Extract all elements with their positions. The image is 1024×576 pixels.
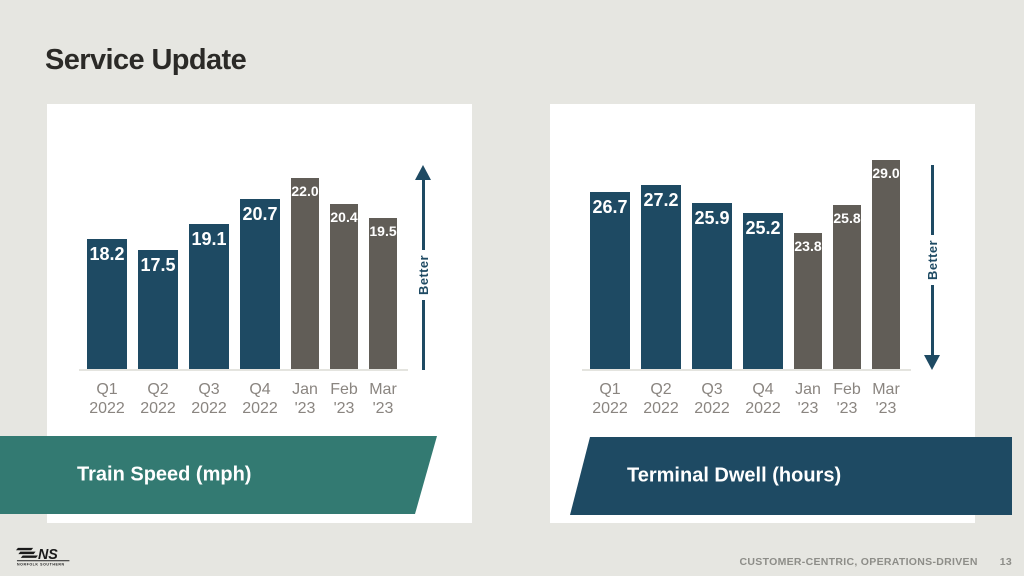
x-axis-label-line: Q3 [701, 381, 723, 398]
bar-jan-23: 23.8 [794, 233, 822, 370]
bar-q1-2022: 26.7 [590, 192, 630, 370]
x-axis-label-line: 2022 [191, 400, 227, 417]
bar-value-label: 27.2 [643, 190, 679, 210]
x-axis-label: Mar '23 [872, 380, 900, 418]
bar-value-label: 18.2 [89, 244, 125, 264]
bar-jan-23: 22.0 [291, 178, 319, 370]
logo-subtext: NORFOLK SOUTHERN [17, 563, 65, 567]
x-axis-label-line: Q3 [198, 381, 220, 398]
arrow-down-icon [924, 355, 940, 370]
bar-value-label: 20.4 [330, 209, 358, 225]
arrow-line [930, 165, 934, 236]
bar-q2-2022: 27.2 [641, 185, 681, 370]
bar-value-label: 20.7 [242, 204, 278, 224]
x-axis-label-line: '23 [372, 400, 394, 417]
bar-q4-2022: 20.7 [240, 199, 280, 370]
x-axis-labels: Q1 2022 Q2 2022 Q3 2022 Q4 2022 Jan '23 Feb '23 Mar '… [87, 380, 397, 418]
bar-value-label: 25.9 [694, 208, 730, 228]
x-axis-baseline [582, 369, 911, 371]
ns-logo-icon: NS NORFOLK SOUTHERN [16, 547, 70, 567]
x-axis-label: Jan '23 [291, 380, 319, 418]
x-axis-label-line: Jan [292, 381, 318, 398]
x-axis-label-line: '23 [294, 400, 316, 417]
train-speed-bars: 18.2 17.5 19.1 20.7 22.0 20.4 19.5 [87, 178, 397, 370]
x-axis-label-line: '23 [836, 400, 858, 417]
x-axis-label-line: Feb [330, 381, 358, 398]
x-axis-label-line: '23 [333, 400, 355, 417]
x-axis-label-line: Q2 [650, 381, 672, 398]
x-axis-label-line: Mar [872, 381, 900, 398]
bar-feb-23: 25.8 [833, 205, 861, 370]
x-axis-label: Q1 2022 [590, 380, 630, 418]
x-axis-label: Q1 2022 [87, 380, 127, 418]
x-axis-label-line: Mar [369, 381, 397, 398]
bar-feb-23: 20.4 [330, 204, 358, 370]
footer-tagline: CUSTOMER-CENTRIC, OPERATIONS-DRIVEN [739, 556, 978, 568]
x-axis-label: Q2 2022 [641, 380, 681, 418]
bar-value-label: 26.7 [592, 197, 628, 217]
x-axis-label-line: 2022 [694, 400, 730, 417]
x-axis-label-line: '23 [797, 400, 819, 417]
x-axis-label: Q4 2022 [743, 380, 783, 418]
x-axis-label-line: 2022 [242, 400, 278, 417]
x-axis-label-line: 2022 [140, 400, 176, 417]
better-arrow-down: Better [923, 165, 941, 370]
x-axis-labels: Q1 2022 Q2 2022 Q3 2022 Q4 2022 Jan '23 Feb '23 Mar '… [590, 380, 900, 418]
terminal-dwell-bars: 26.7 27.2 25.9 25.2 23.8 25.8 29.0 [590, 160, 900, 370]
x-axis-label: Q2 2022 [138, 380, 178, 418]
arrow-line [421, 180, 425, 251]
bar-value-label: 23.8 [794, 238, 822, 254]
better-arrow-up: Better [414, 165, 432, 370]
better-label: Better [924, 240, 940, 280]
x-axis-label-line: 2022 [745, 400, 781, 417]
footer: CUSTOMER-CENTRIC, OPERATIONS-DRIVEN 13 [740, 556, 1012, 568]
arrow-up-icon [415, 165, 431, 180]
x-axis-label-line: Q4 [752, 381, 774, 398]
bar-value-label: 25.8 [833, 210, 861, 226]
bar-value-label: 29.0 [872, 165, 900, 181]
page-title: Service Update [45, 44, 247, 76]
bar-q1-2022: 18.2 [87, 239, 127, 370]
train-speed-banner: Train Speed (mph) [0, 436, 437, 514]
bar-value-label: 19.5 [369, 223, 397, 239]
bar-value-label: 25.2 [745, 218, 781, 238]
x-axis-label: Mar '23 [369, 380, 397, 418]
x-axis-label: Q3 2022 [189, 380, 229, 418]
x-axis-label: Q3 2022 [692, 380, 732, 418]
bar-value-label: 22.0 [291, 183, 319, 199]
arrow-line [930, 284, 934, 355]
better-label: Better [415, 255, 431, 295]
x-axis-label-line: 2022 [89, 400, 125, 417]
bar-mar-23: 19.5 [369, 218, 397, 370]
x-axis-label-line: Q1 [96, 381, 118, 398]
x-axis-label: Jan '23 [794, 380, 822, 418]
bar-value-label: 17.5 [140, 255, 176, 275]
x-axis-label: Q4 2022 [240, 380, 280, 418]
x-axis-label-line: Q2 [147, 381, 169, 398]
bar-q2-2022: 17.5 [138, 250, 178, 370]
x-axis-label-line: Jan [795, 381, 821, 398]
bar-mar-23: 29.0 [872, 160, 900, 370]
chart-title-train-speed: Train Speed (mph) [77, 463, 252, 486]
x-axis-label: Feb '23 [833, 380, 861, 418]
x-axis-label-line: Feb [833, 381, 861, 398]
bar-q3-2022: 19.1 [189, 224, 229, 370]
chart-title-terminal-dwell: Terminal Dwell (hours) [627, 464, 842, 487]
terminal-dwell-banner: Terminal Dwell (hours) [570, 437, 1012, 515]
bar-q3-2022: 25.9 [692, 203, 732, 370]
x-axis-label: Feb '23 [330, 380, 358, 418]
x-axis-label-line: Q4 [249, 381, 271, 398]
x-axis-baseline [79, 369, 408, 371]
bar-value-label: 19.1 [191, 229, 227, 249]
page-number: 13 [999, 556, 1012, 568]
bar-q4-2022: 25.2 [743, 213, 783, 370]
x-axis-label-line: '23 [875, 400, 897, 417]
arrow-line [421, 299, 425, 370]
norfolk-southern-logo: NS NORFOLK SOUTHERN [16, 544, 78, 572]
x-axis-label-line: 2022 [592, 400, 628, 417]
x-axis-label-line: Q1 [599, 381, 621, 398]
logo-ns-text: NS [38, 547, 58, 563]
x-axis-label-line: 2022 [643, 400, 679, 417]
